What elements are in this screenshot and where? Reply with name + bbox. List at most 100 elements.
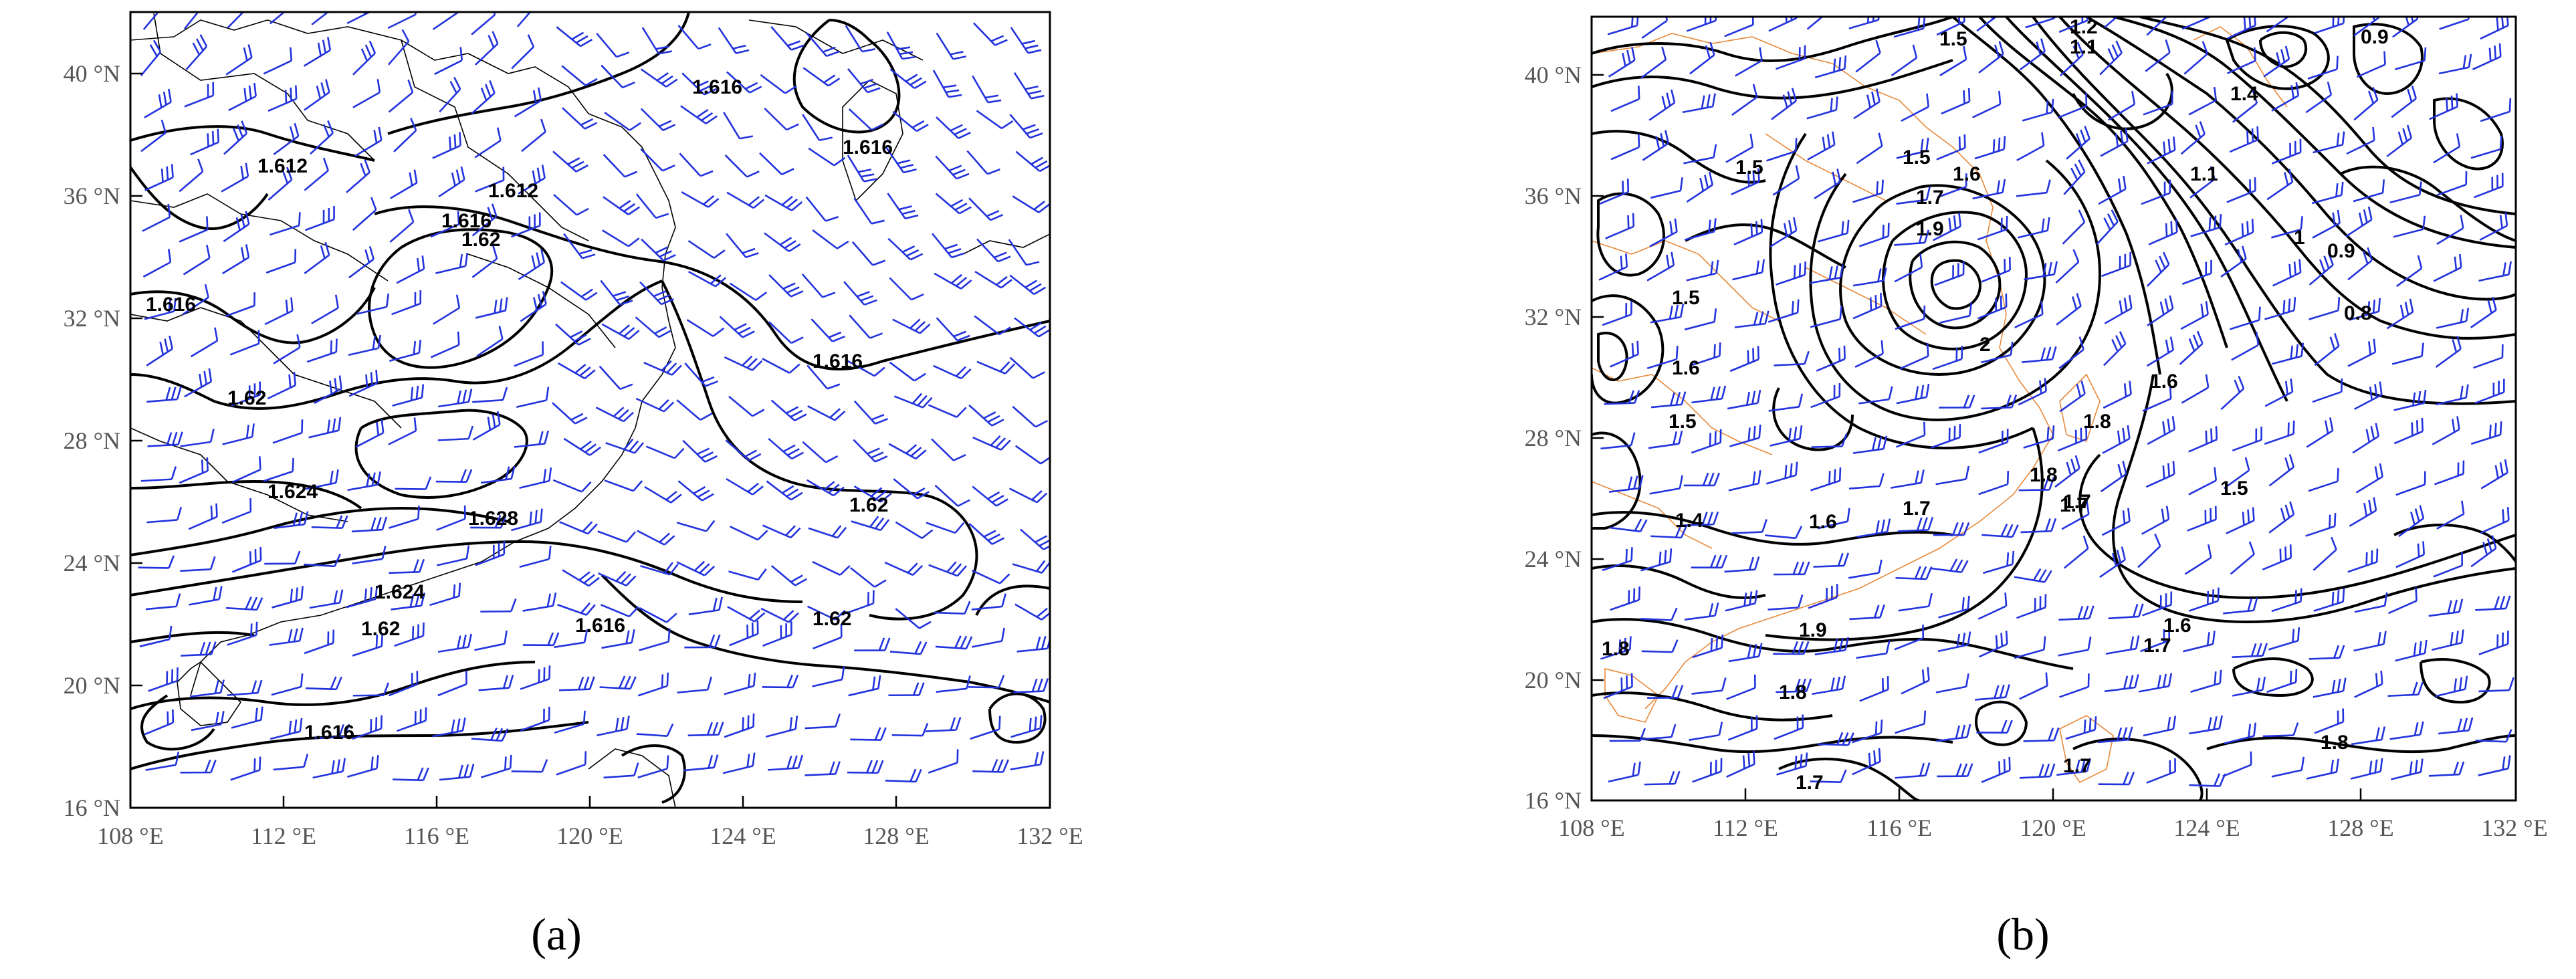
wind-barb-feather <box>620 716 625 731</box>
contour-label: 1 <box>2294 227 2305 249</box>
wind-barb-feather <box>1822 1 1827 13</box>
wind-barb-feather <box>905 74 918 82</box>
wind-barb-feather <box>2219 214 2222 228</box>
wind-barb-feather <box>2284 504 2290 518</box>
wind-barb-feather <box>175 593 181 607</box>
wind-barb-shaft <box>2058 348 2084 369</box>
contour-label: 1.5 <box>1939 28 1967 50</box>
wind-barb-feather <box>2323 255 2330 269</box>
wind-barb-feather <box>1043 678 1049 691</box>
wind-barb-feather <box>2012 550 2015 564</box>
wind-barb-feather <box>2111 209 2119 223</box>
wind-barb-feather <box>326 419 331 433</box>
wind-barb-feather <box>2290 345 2294 359</box>
wind-barb-shaft <box>273 346 301 364</box>
wind-barb-shaft <box>1766 150 1796 162</box>
wind-barb-feather <box>1625 548 1628 562</box>
wind-barb-feather <box>2250 643 2257 657</box>
wind-barb-feather <box>1878 748 1881 762</box>
wind-barb-shaft <box>2433 564 2463 578</box>
wind-barb-feather <box>1877 268 1882 282</box>
wind-barb-feather <box>2006 524 2014 537</box>
wind-barb-feather <box>541 759 548 772</box>
contour-label: 1.7 <box>2063 755 2091 777</box>
wind-barb-feather <box>1806 678 1812 692</box>
wind-barb-feather <box>2123 0 2128 7</box>
wind-barb-feather <box>2458 677 2463 691</box>
wind-barb-feather <box>1633 475 1638 490</box>
wind-barb-feather <box>500 515 507 528</box>
wind-barb-feather <box>2372 300 2376 314</box>
wind-barb-feather <box>1949 558 1958 572</box>
wind-barb-feather <box>2135 635 2140 649</box>
wind-barb-feather <box>544 430 549 444</box>
wind-barb-feather <box>1747 427 1751 441</box>
wind-barb-feather <box>732 44 746 49</box>
wind-barb-feather <box>2006 395 2012 408</box>
wind-barb-feather <box>633 762 639 776</box>
wind-barb-feather <box>325 79 330 93</box>
wind-barb-feather <box>2046 346 2052 360</box>
wind-barb-feather <box>571 160 584 169</box>
wind-barb-feather <box>210 556 216 570</box>
wind-barb-shaft <box>764 108 788 131</box>
wind-barb-shaft <box>561 65 586 86</box>
wind-barb-feather <box>1961 345 1963 360</box>
wind-barb-shaft <box>730 526 758 541</box>
wind-barb-feather <box>2460 385 2464 399</box>
wind-barb-feather <box>2210 166 2216 180</box>
wind-barb-feather <box>2040 347 2046 361</box>
wind-barb-feather <box>451 719 455 734</box>
wind-barb-feather <box>670 494 682 504</box>
wind-barb-feather <box>1757 470 1761 484</box>
wind-barb-feather <box>2115 335 2123 348</box>
wind-barb-feather <box>613 291 627 297</box>
wind-barb-feather <box>169 335 174 349</box>
wind-barb-feather <box>322 157 329 171</box>
wind-barb-feather <box>1029 322 1042 331</box>
wind-barb-shaft <box>1939 315 1970 324</box>
wind-barb-feather <box>1757 643 1763 657</box>
wind-barb-feather <box>2044 378 2047 392</box>
wind-barb-shaft <box>676 522 707 532</box>
wind-barb-feather <box>867 447 880 455</box>
wind-barb-feather <box>370 517 377 531</box>
wind-barb-feather <box>787 448 800 456</box>
wind-barb-shaft <box>1939 58 1967 76</box>
contour-label: 1.8 <box>1602 638 1630 660</box>
wind-barb-feather <box>623 203 636 213</box>
wind-barb-shaft <box>1684 320 1715 331</box>
wind-barb-shaft <box>1895 318 1925 330</box>
wind-barb-shaft <box>145 764 177 771</box>
wind-barb-feather <box>376 422 380 436</box>
wind-barb-feather <box>948 165 962 172</box>
wind-barb-feather <box>1038 203 1050 213</box>
panel-b-contours <box>1592 17 2516 800</box>
wind-barb-feather <box>946 561 957 573</box>
wind-barb-shaft <box>273 766 304 771</box>
wind-barb-shaft <box>2436 513 2464 530</box>
wind-barb-shaft <box>1978 483 2008 496</box>
wind-barb-feather <box>1624 637 1626 651</box>
wind-barb-shaft <box>2307 68 2338 80</box>
wind-barb-feather <box>983 530 996 538</box>
contour-label: 1.6 <box>2150 370 2178 393</box>
wind-barb-feather <box>1886 518 1891 532</box>
wind-barb-feather <box>1883 267 1887 282</box>
wind-barb-feather <box>2010 341 2014 356</box>
wind-barb-feather <box>991 759 998 772</box>
wind-barb-shaft <box>728 570 759 581</box>
wind-barb-shaft <box>180 568 211 572</box>
wind-barb-feather <box>618 675 626 689</box>
wind-barb-feather <box>2192 334 2199 348</box>
wind-barb-feather <box>712 597 718 611</box>
wind-barb-feather <box>1882 224 1885 239</box>
wind-barb-shaft <box>2475 740 2506 743</box>
wind-barb-shaft <box>845 25 863 52</box>
wind-barb-feather <box>2157 675 2161 689</box>
wind-barb-feather <box>695 80 709 88</box>
panel-a-map: 1.616 1.616 1.612 1.612 1.616 1.62 1.616… <box>130 12 1050 808</box>
wind-barb-feather <box>2456 93 2458 107</box>
wind-barb-feather <box>585 292 598 301</box>
wind-barb-shaft <box>2059 685 2089 698</box>
